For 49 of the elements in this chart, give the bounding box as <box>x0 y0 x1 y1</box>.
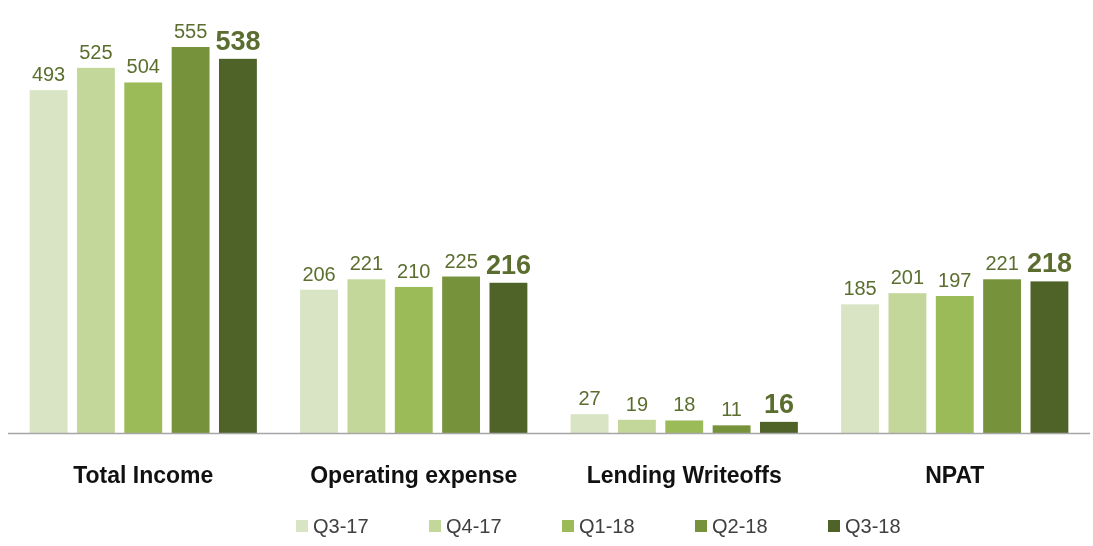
bar <box>76 67 115 433</box>
legend-label: Q3-17 <box>313 515 369 537</box>
bar <box>935 295 974 433</box>
data-label: 218 <box>1026 248 1072 279</box>
data-label: 538 <box>215 25 261 56</box>
x-tick-label: Lending Writeoffs <box>586 462 782 488</box>
bar <box>841 304 880 433</box>
legend-label: Q4-17 <box>446 515 502 537</box>
data-label: 216 <box>485 249 531 280</box>
data-label: 555 <box>173 20 208 42</box>
bar <box>617 419 656 433</box>
x-tick-label: Operating expense <box>310 462 518 488</box>
bar <box>218 58 257 433</box>
bar <box>665 420 704 433</box>
data-label: 19 <box>625 392 649 415</box>
data-label: 16 <box>763 388 794 419</box>
x-tick-label: Total Income <box>73 462 214 488</box>
bar <box>124 82 163 433</box>
x-tick-label: NPAT <box>925 462 985 488</box>
data-label: 225 <box>444 249 478 272</box>
bar <box>759 421 798 433</box>
data-label: 210 <box>397 259 431 282</box>
legend-label: Q2-18 <box>712 515 768 537</box>
bar <box>29 90 68 433</box>
bar <box>712 425 751 433</box>
bar <box>489 282 528 433</box>
data-label: 525 <box>79 40 113 63</box>
bar <box>300 289 339 433</box>
data-label: 201 <box>890 266 925 289</box>
data-label: 185 <box>843 277 877 300</box>
data-label: 493 <box>31 63 66 86</box>
data-label: 11 <box>721 398 742 421</box>
data-label: 221 <box>985 252 1019 275</box>
bar <box>394 286 433 433</box>
data-label: 504 <box>126 55 160 78</box>
legend-label: Q3-18 <box>845 515 901 537</box>
legend-label: Q1-18 <box>579 515 635 537</box>
bar <box>983 279 1022 433</box>
data-label: 206 <box>302 262 336 285</box>
data-label: 197 <box>938 268 972 291</box>
data-label: 18 <box>673 393 696 416</box>
data-label: 221 <box>349 252 384 275</box>
bar <box>171 47 210 433</box>
bar <box>1030 281 1069 433</box>
bar <box>442 276 481 433</box>
bar <box>347 279 386 433</box>
bar <box>888 293 927 433</box>
bar <box>570 414 609 433</box>
data-label: 27 <box>578 387 601 410</box>
